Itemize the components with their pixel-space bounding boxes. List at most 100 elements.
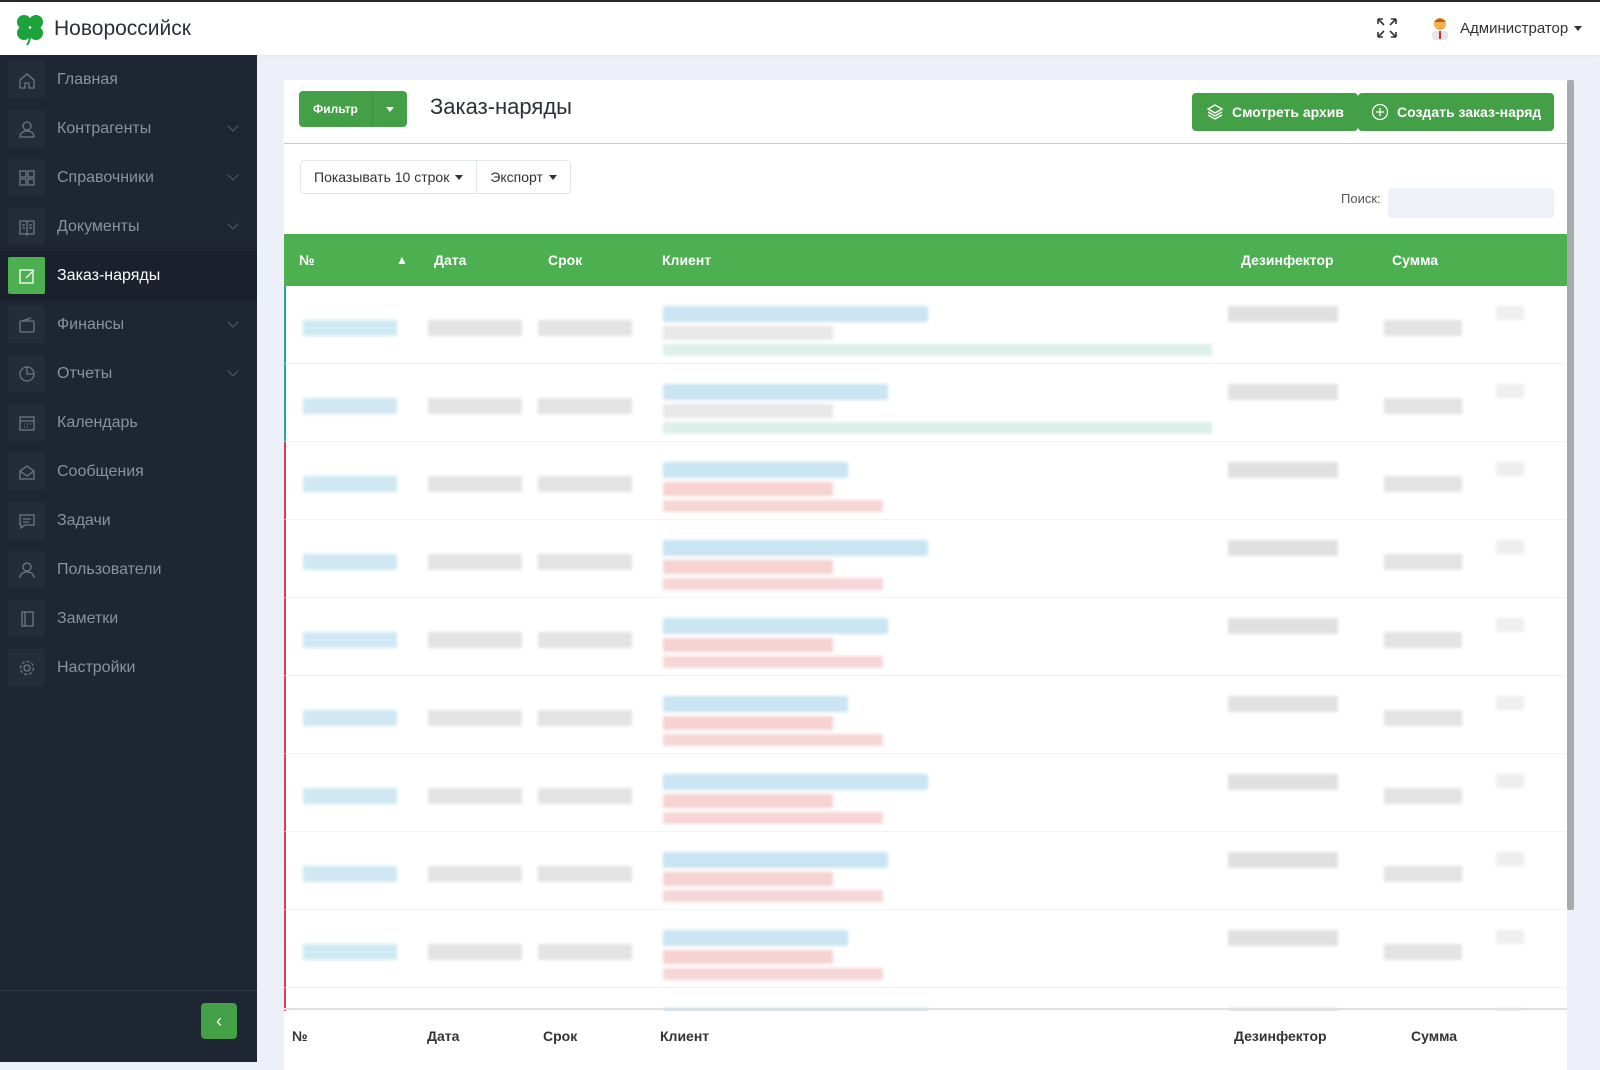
sidebar-item-label: Календарь: [57, 413, 138, 431]
sidebar-item-label: Документы: [57, 217, 140, 235]
table-row[interactable]: [284, 286, 1567, 364]
brand[interactable]: Новороссийск: [14, 12, 191, 46]
sidebar-item-label: Задачи: [57, 511, 111, 529]
footer-deadline: Срок: [543, 1028, 578, 1044]
blurred-cell: [538, 710, 632, 726]
export-button[interactable]: Экспорт: [476, 161, 570, 193]
blurred-cell: [1228, 540, 1338, 556]
blurred-cell: [428, 944, 522, 960]
blurred-cell: [1384, 710, 1462, 726]
blurred-cell: [428, 788, 522, 804]
footer-number: №: [292, 1028, 308, 1044]
table-row[interactable]: [284, 676, 1567, 754]
sidebar-item-12[interactable]: Настройки: [0, 643, 257, 692]
blurred-cell: [663, 852, 888, 868]
grid-icon: [8, 159, 45, 196]
collapse-sidebar-button[interactable]: ‹: [201, 1003, 237, 1039]
sidebar-item-5[interactable]: Финансы: [0, 300, 257, 349]
table-row[interactable]: [284, 520, 1567, 598]
edit-icon: [8, 257, 45, 294]
table-header: № ▲ Дата Срок Клиент Дезинфектор Сумма: [284, 234, 1567, 286]
table-row[interactable]: [284, 754, 1567, 832]
sort-asc-icon[interactable]: ▲: [396, 253, 408, 267]
sidebar-item-8[interactable]: Сообщения: [0, 447, 257, 496]
create-order-button[interactable]: Создать заказ-наряд: [1358, 93, 1555, 131]
blurred-cell: [663, 540, 928, 556]
sidebar-item-label: Заметки: [57, 609, 119, 627]
page-length-label: Показывать 10 строк: [314, 169, 450, 185]
sidebar-item-0[interactable]: Главная: [0, 55, 257, 104]
column-header-deadline[interactable]: Срок: [548, 252, 583, 268]
fullscreen-icon[interactable]: [1375, 16, 1399, 40]
table-row[interactable]: [284, 442, 1567, 520]
blurred-cell: [1384, 632, 1462, 648]
table-footer: № Дата Срок Клиент Дезинфектор Сумма: [284, 1008, 1567, 1048]
sidebar-item-7[interactable]: Календарь: [0, 398, 257, 447]
blurred-cell: [428, 710, 522, 726]
sidebar-item-10[interactable]: Пользователи: [0, 545, 257, 594]
sidebar-item-label: Сообщения: [57, 462, 144, 480]
plus-circle-icon: [1371, 103, 1389, 121]
user-menu[interactable]: Администратор: [1430, 16, 1583, 40]
sidebar-item-1[interactable]: Контрагенты: [0, 104, 257, 153]
blurred-cell: [428, 320, 522, 336]
blurred-cell: [303, 476, 397, 492]
blurred-cell: [428, 476, 522, 492]
table-row[interactable]: [284, 910, 1567, 988]
footer-client: Клиент: [660, 1028, 710, 1044]
blurred-cell: [663, 890, 883, 902]
chevron-down-icon: [227, 316, 239, 328]
column-header-disinfector[interactable]: Дезинфектор: [1241, 252, 1334, 268]
chevron-down-icon: [227, 120, 239, 132]
sidebar-item-9[interactable]: Задачи: [0, 496, 257, 545]
blurred-cell: [1384, 554, 1462, 570]
search-label: Поиск:: [1341, 191, 1381, 206]
column-header-number[interactable]: №: [299, 252, 315, 268]
blurred-cell: [1496, 696, 1524, 710]
sidebar-item-3[interactable]: Документы: [0, 202, 257, 251]
footer-sum: Сумма: [1411, 1028, 1458, 1044]
table-controls: Показывать 10 строк Экспорт: [300, 160, 571, 194]
column-header-sum[interactable]: Сумма: [1392, 252, 1439, 268]
filter-button[interactable]: Фильтр: [299, 91, 373, 127]
sidebar-item-2[interactable]: Справочники: [0, 153, 257, 202]
column-header-client[interactable]: Клиент: [662, 252, 712, 268]
page-length-select[interactable]: Показывать 10 строк: [301, 161, 476, 193]
blurred-cell: [428, 398, 522, 414]
blurred-cell: [303, 554, 397, 570]
user-icon: [8, 551, 45, 588]
view-archive-button[interactable]: Смотреть архив: [1192, 93, 1358, 131]
blurred-cell: [663, 696, 848, 712]
column-header-date[interactable]: Дата: [434, 252, 467, 268]
blurred-cell: [1228, 618, 1338, 634]
chevron-down-icon: [227, 169, 239, 181]
blurred-cell: [1384, 320, 1462, 336]
scrollbar[interactable]: [1567, 80, 1574, 910]
view-archive-label: Смотреть архив: [1232, 104, 1344, 120]
blurred-cell: [1384, 476, 1462, 492]
blurred-cell: [1228, 852, 1338, 868]
divider: [284, 143, 1567, 144]
blurred-cell: [1228, 696, 1338, 712]
filter-dropdown-toggle[interactable]: [372, 91, 407, 127]
blurred-cell: [663, 422, 1212, 434]
blurred-cell: [663, 500, 883, 512]
sidebar-item-11[interactable]: Заметки: [0, 594, 257, 643]
sidebar-footer: ‹: [0, 990, 257, 1062]
blurred-cell: [663, 968, 883, 980]
sidebar-item-4[interactable]: Заказ-наряды: [0, 251, 257, 300]
blurred-cell: [538, 398, 632, 414]
blurred-cell: [1496, 540, 1524, 554]
table-row[interactable]: [284, 598, 1567, 676]
blurred-cell: [663, 306, 928, 322]
caret-down-icon: [455, 174, 464, 180]
blurred-cell: [1228, 774, 1338, 790]
blurred-cell: [428, 866, 522, 882]
sidebar-item-label: Справочники: [57, 168, 154, 186]
blurred-cell: [303, 866, 397, 882]
search-input[interactable]: [1388, 188, 1554, 218]
table-row[interactable]: [284, 832, 1567, 910]
sidebar-item-6[interactable]: Отчеты: [0, 349, 257, 398]
table-row[interactable]: [284, 364, 1567, 442]
caret-down-icon: [1574, 26, 1583, 32]
